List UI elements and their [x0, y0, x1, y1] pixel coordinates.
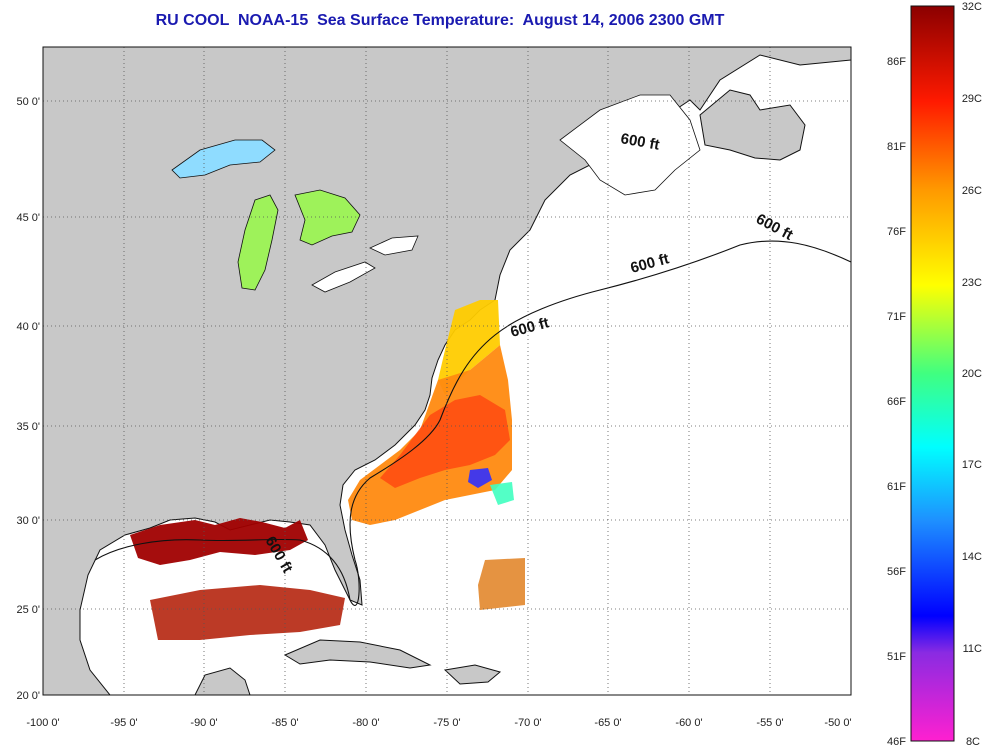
colorbar-celsius-label: 17C	[962, 459, 982, 471]
contour-label: 600 ft	[619, 130, 661, 154]
sst-midatlantic	[438, 300, 500, 395]
lat-tick-label: 30 0'	[16, 515, 40, 527]
land-yucatan	[194, 667, 251, 695]
lon-tick-label: -50 0'	[824, 717, 851, 729]
isobath-600ft	[94, 240, 851, 606]
colorbar-celsius-label: 11C	[963, 643, 982, 655]
lon-tick-label: -100 0'	[26, 717, 59, 729]
sst-gulfstream	[380, 395, 510, 488]
colorbar-celsius-label: 26C	[962, 185, 982, 197]
map-border	[42, 46, 852, 696]
colorbar-fahrenheit-label: 71F	[887, 311, 906, 323]
colorbar-celsius-label: 32C	[962, 1, 982, 13]
lon-tick-label: -70 0'	[514, 717, 541, 729]
colorbar-celsius-label: 20C	[962, 368, 982, 380]
lon-tick-label: -85 0'	[271, 717, 298, 729]
colorbar-fahrenheit-label: 51F	[887, 651, 906, 663]
sst-gulf-south	[150, 585, 345, 640]
colorbar-celsius-label: 8C	[966, 736, 980, 748]
lat-tick-label: 20 0'	[16, 690, 40, 702]
lat-tick-label: 50 0'	[16, 96, 40, 108]
colorbar-fahrenheit-label: 46F	[887, 736, 906, 748]
lon-tick-label: -60 0'	[675, 717, 702, 729]
graticule	[43, 47, 851, 695]
colorbar-celsius-label: 14C	[962, 551, 982, 563]
lake-superior	[171, 139, 276, 179]
land-newfoundland	[699, 89, 806, 161]
gulf-st-lawrence	[559, 94, 701, 196]
colorbar-fahrenheit-label: 56F	[887, 566, 906, 578]
lat-tick-label: 40 0'	[16, 321, 40, 333]
lon-tick-label: -65 0'	[594, 717, 621, 729]
lon-tick-label: -75 0'	[433, 717, 460, 729]
lat-axis: 50 0' 45 0' 40 0' 35 0' 30 0' 25 0' 20 0…	[16, 96, 40, 702]
lon-tick-label: -90 0'	[190, 717, 217, 729]
chart-title: RU COOL NOAA-15 Sea Surface Temperature:…	[155, 12, 725, 29]
colorbar-celsius-label: 23C	[962, 277, 982, 289]
lake-ontario	[369, 235, 419, 256]
lon-tick-label: -80 0'	[352, 717, 379, 729]
lake-huron	[294, 189, 361, 246]
colorbar-fahrenheit-label: 81F	[887, 141, 906, 153]
lon-tick-label: -95 0'	[110, 717, 137, 729]
sst-cold-patch-2	[490, 482, 514, 505]
colorbar	[910, 5, 955, 742]
lat-tick-label: 25 0'	[16, 604, 40, 616]
sst-cold-patch	[468, 468, 492, 488]
lat-tick-label: 45 0'	[16, 212, 40, 224]
colorbar-fahrenheit-label: 76F	[887, 226, 906, 238]
lon-axis: -100 0' -95 0' -90 0' -85 0' -80 0' -75 …	[26, 717, 851, 729]
colorbar-fahrenheit-labels: 86F 81F 76F 71F 66F 61F 56F 51F 46F	[887, 56, 906, 748]
lat-tick-label: 35 0'	[16, 421, 40, 433]
lake-erie	[311, 261, 376, 293]
colorbar-fahrenheit-label: 86F	[887, 56, 906, 68]
colorbar-fahrenheit-label: 66F	[887, 396, 906, 408]
colorbar-celsius-labels: 32C 29C 26C 23C 20C 17C 14C 11C 8C	[962, 1, 982, 748]
land-hispaniola	[443, 664, 502, 685]
colorbar-fahrenheit-label: 61F	[887, 481, 906, 493]
lake-michigan	[237, 194, 279, 291]
lon-tick-label: -55 0'	[756, 717, 783, 729]
land-cuba	[283, 639, 432, 669]
colorbar-celsius-label: 29C	[962, 93, 982, 105]
sst-gulf-north	[130, 518, 308, 565]
sst-bahamas	[478, 558, 525, 610]
